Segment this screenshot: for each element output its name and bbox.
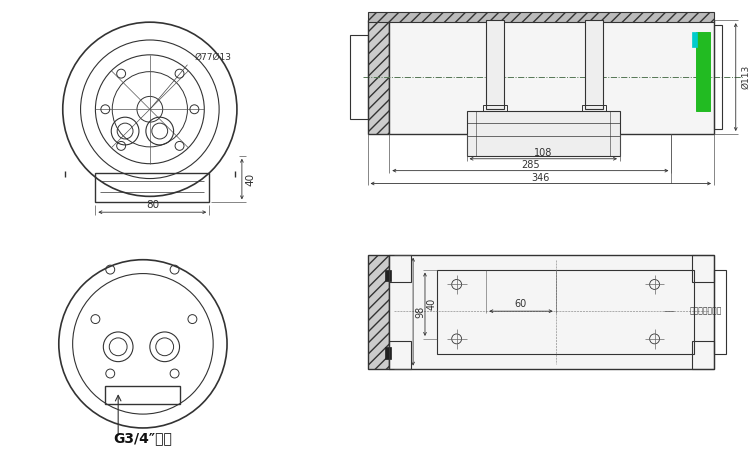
Text: 108: 108 xyxy=(534,148,553,158)
Bar xyxy=(368,255,389,369)
Bar xyxy=(368,13,714,22)
Bar xyxy=(714,25,722,129)
Bar xyxy=(389,255,714,369)
Bar xyxy=(714,269,726,354)
Bar xyxy=(582,105,606,115)
Bar xyxy=(692,32,697,47)
Bar xyxy=(692,341,714,369)
Bar xyxy=(386,347,391,359)
Bar xyxy=(106,387,180,404)
Bar xyxy=(389,341,411,369)
Bar xyxy=(386,269,391,282)
Bar xyxy=(389,255,411,282)
Text: 60: 60 xyxy=(515,299,527,309)
Text: Ø113: Ø113 xyxy=(742,65,749,89)
Text: 285: 285 xyxy=(521,160,540,170)
Bar xyxy=(585,20,603,109)
Bar xyxy=(368,20,389,134)
Bar xyxy=(389,20,714,134)
Bar xyxy=(350,35,368,119)
Bar xyxy=(696,32,710,111)
Text: Ø77Ø13: Ø77Ø13 xyxy=(195,53,231,63)
Text: 40: 40 xyxy=(246,173,256,186)
Text: G3/4″螺纹: G3/4″螺纹 xyxy=(114,431,172,445)
Bar xyxy=(692,255,714,282)
Bar xyxy=(486,20,504,109)
Text: 40: 40 xyxy=(427,298,437,310)
Bar xyxy=(467,111,620,156)
Text: 内六角透孔螺纹: 内六角透孔螺纹 xyxy=(689,307,721,316)
Text: 346: 346 xyxy=(532,173,550,182)
Bar xyxy=(95,173,209,202)
Bar xyxy=(437,269,694,354)
Bar xyxy=(483,105,507,115)
Text: 80: 80 xyxy=(146,200,159,210)
Text: 98: 98 xyxy=(415,306,425,318)
